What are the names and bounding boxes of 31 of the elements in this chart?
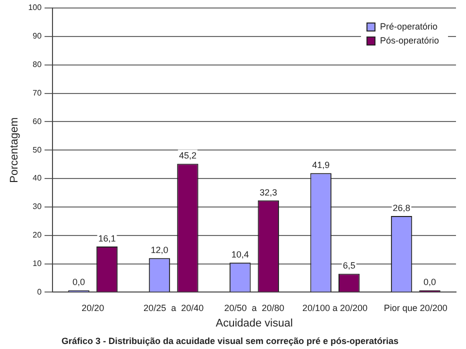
data-label: 12,0 [150, 245, 168, 256]
y-tick-label: 80 [32, 60, 42, 70]
y-tick-label: 30 [32, 202, 42, 212]
y-tick-label: 0 [37, 287, 42, 296]
data-label: 16,1 [98, 233, 116, 244]
text: Gráfico 3 - Distribuição da acuidade visual sem correção pré e pós-operatórias [61, 336, 399, 346]
legend-label: Pós-operatório [380, 35, 440, 46]
x-axis-title: Acuidade visual [216, 318, 293, 330]
data-label: 0,0 [72, 277, 86, 288]
y-tick-label: 90 [32, 32, 42, 41]
x-tick-label: 20/20 [82, 303, 104, 314]
data-label: 10,4 [231, 250, 249, 260]
data-label: 45,2 [178, 150, 196, 161]
x-tick-label: 20/25 a 20/40 [144, 303, 204, 314]
data-label: 26,8 [392, 203, 410, 214]
y-tick-label: 10 [32, 258, 42, 268]
y-tick-label: 100 [28, 3, 42, 12]
legend-label: Pré-operatório [380, 21, 438, 32]
data-label: 0,0 [424, 277, 436, 288]
x-tick-label: 20/100 a 20/200 [302, 303, 368, 314]
y-tick-label: 60 [32, 116, 42, 126]
x-tick-label: 20/50 a 20/80 [224, 303, 284, 314]
y-axis-title: Porcentagem [8, 117, 21, 183]
y-tick-label: 20 [32, 230, 42, 240]
data-label: 32,3 [260, 187, 278, 198]
y-tick-label: 50 [32, 145, 42, 154]
data-label: 6,5 [342, 260, 356, 271]
y-tick-label: 40 [32, 174, 42, 183]
data-label: 41,9 [312, 160, 330, 170]
x-tick-label: Pior que 20/200 [384, 303, 448, 314]
y-tick-label: 70 [32, 88, 42, 98]
